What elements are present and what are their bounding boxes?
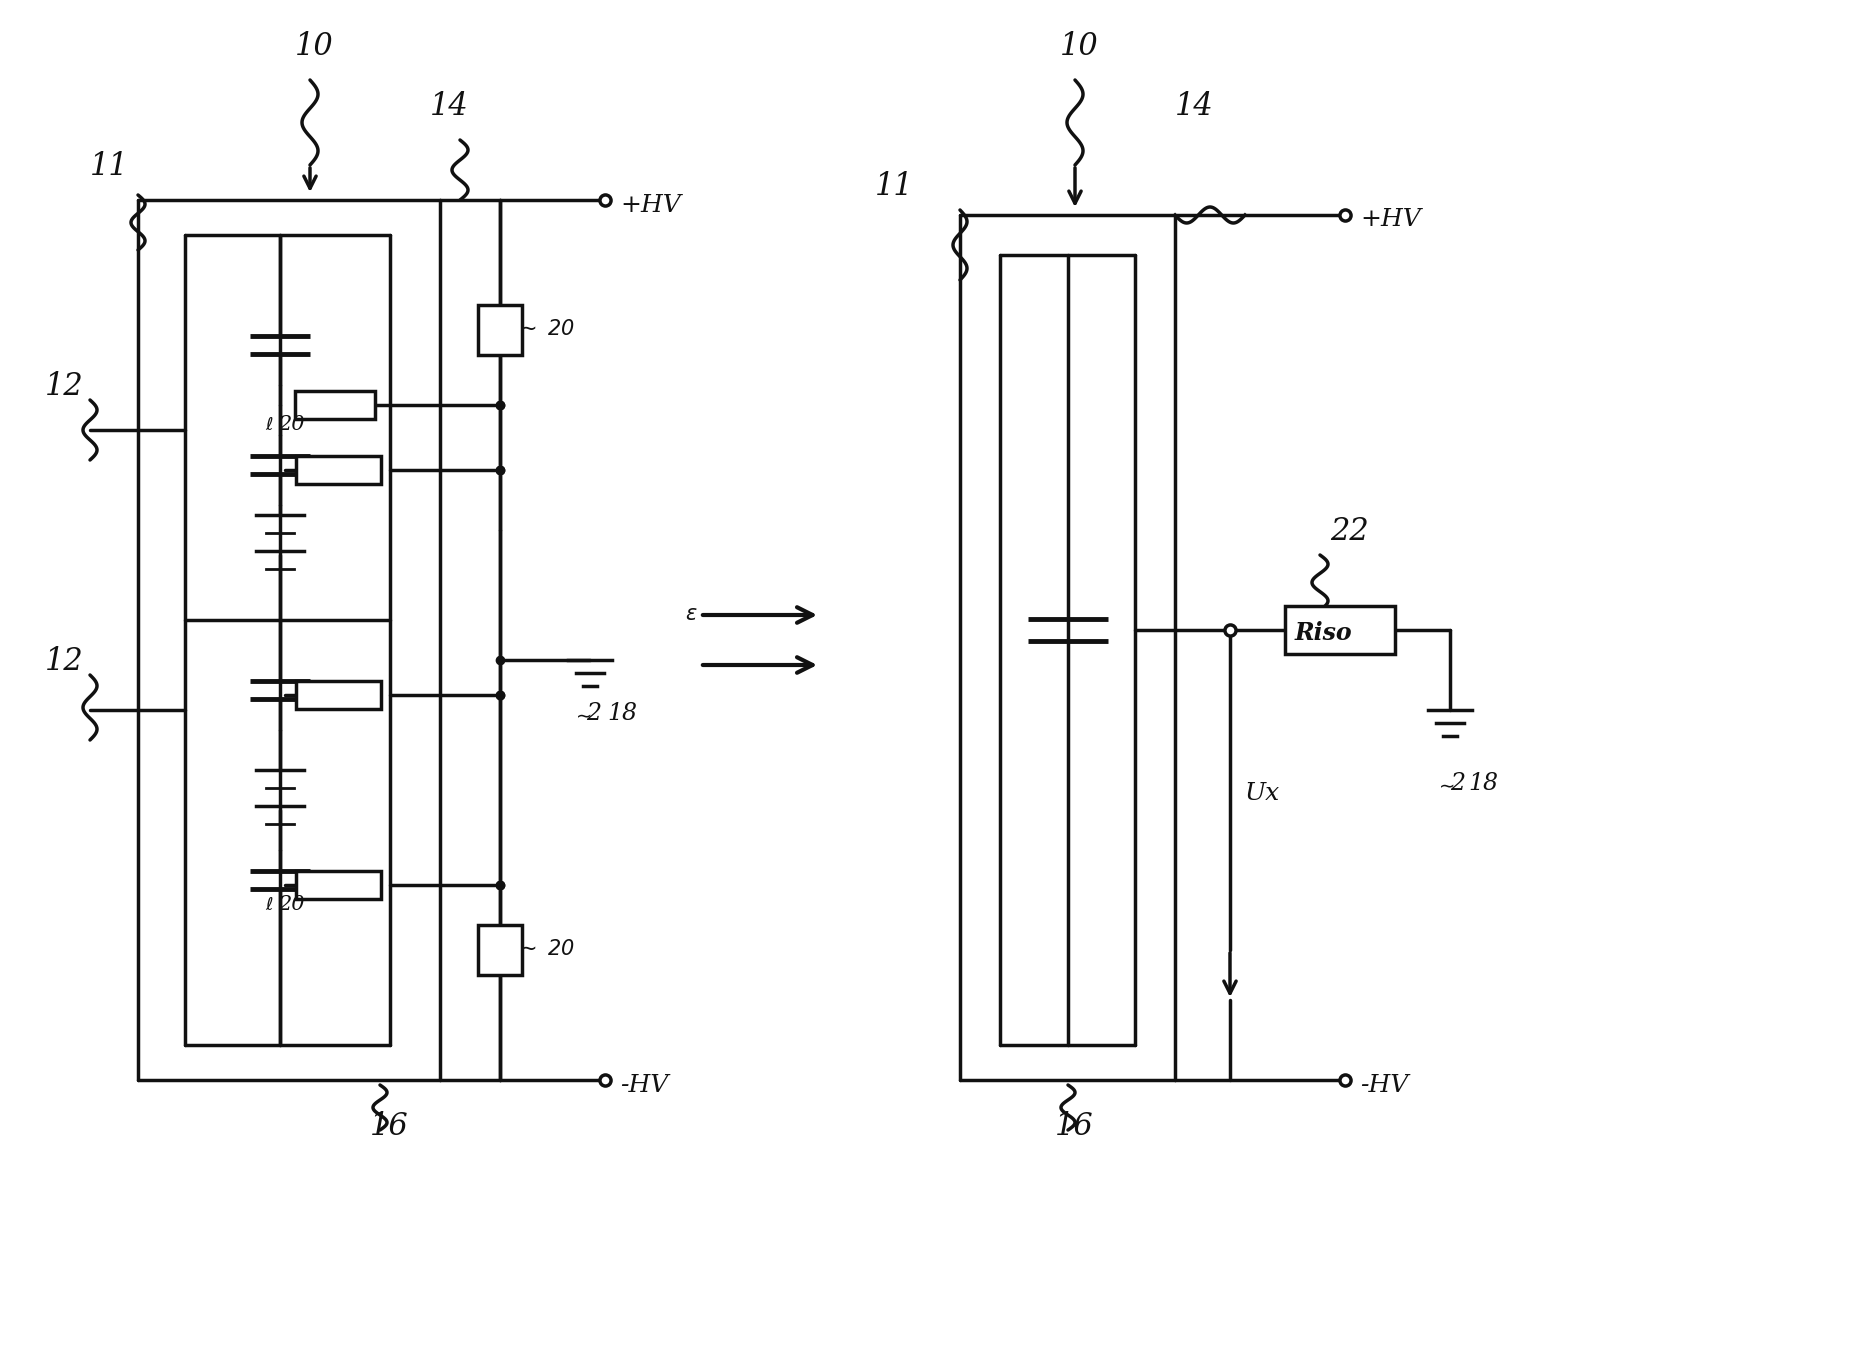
Text: 22: 22 (1330, 517, 1370, 547)
Text: 11: 11 (90, 151, 129, 183)
Text: $\epsilon$: $\epsilon$ (685, 604, 698, 624)
Text: 10: 10 (1060, 31, 1099, 61)
Bar (295, 457, 381, 484)
Bar (478, 305, 522, 354)
Text: 20: 20 (278, 895, 304, 915)
Text: 12: 12 (45, 371, 84, 402)
Text: 11: 11 (875, 170, 914, 202)
Text: $\mathit{\ell}$: $\mathit{\ell}$ (265, 895, 274, 915)
Text: $\sim$ 20: $\sim$ 20 (515, 939, 575, 960)
Text: 20: 20 (278, 414, 304, 433)
Bar (295, 391, 375, 418)
Text: $\sim$ 20: $\sim$ 20 (515, 319, 575, 339)
Text: -HV: -HV (1360, 1074, 1409, 1096)
Text: +HV: +HV (620, 194, 681, 217)
Text: -HV: -HV (620, 1074, 668, 1096)
Text: 18: 18 (1469, 771, 1498, 795)
Text: 2: 2 (1450, 771, 1465, 795)
Text: 2: 2 (586, 702, 601, 725)
Text: 18: 18 (606, 702, 636, 725)
Text: $\mathit{\ell}$: $\mathit{\ell}$ (265, 416, 274, 433)
Text: 14: 14 (429, 91, 468, 123)
Bar (295, 682, 381, 709)
Bar (478, 925, 522, 975)
Text: +HV: +HV (1360, 209, 1420, 232)
Text: $\sim$: $\sim$ (1435, 776, 1455, 795)
Text: 16: 16 (1054, 1111, 1093, 1142)
Text: Riso: Riso (1295, 622, 1353, 645)
Text: $\sim$: $\sim$ (573, 705, 592, 724)
Bar (295, 871, 381, 900)
Text: 16: 16 (369, 1111, 409, 1142)
Text: 14: 14 (1176, 91, 1213, 123)
Text: 12: 12 (45, 646, 84, 677)
Text: Ux: Ux (1245, 782, 1280, 806)
Bar (1286, 607, 1396, 654)
Text: 10: 10 (295, 31, 334, 61)
